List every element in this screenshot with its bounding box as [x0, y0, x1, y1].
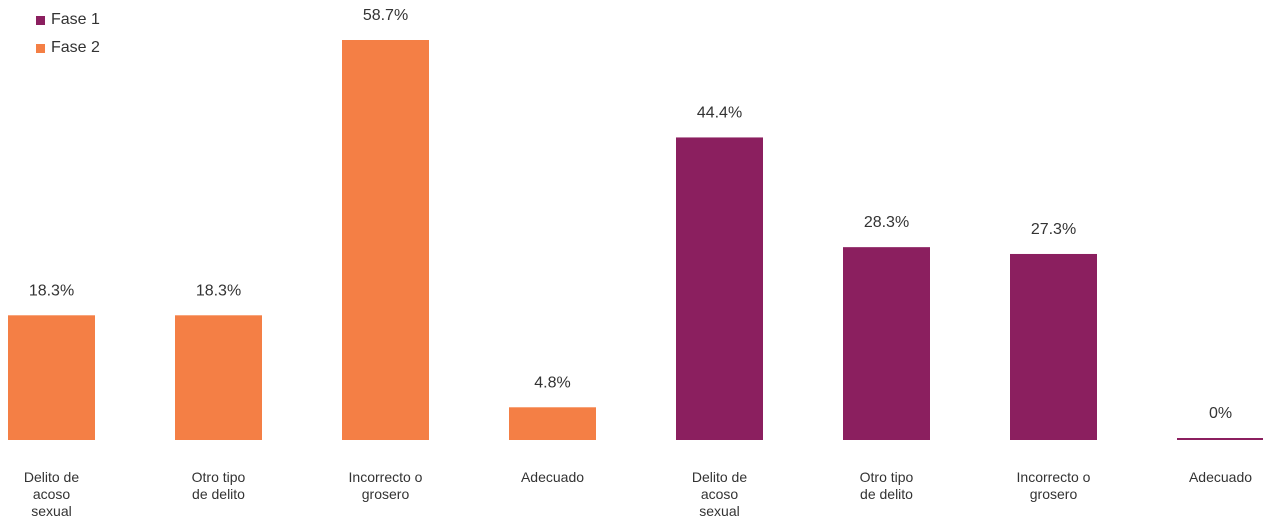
category-label-8: Adecuado — [1189, 469, 1252, 485]
data-label-4: 4.8% — [534, 374, 570, 391]
bar-1 — [8, 315, 95, 440]
bar-8 — [1177, 438, 1263, 440]
category-label-1: Delito de acoso sexual — [24, 469, 79, 519]
category-label-6: Otro tipo de delito — [860, 469, 914, 502]
category-label-3: Incorrecto o grosero — [349, 469, 423, 502]
category-label-2: Otro tipo de delito — [192, 469, 246, 502]
chart-legend: Fase 1 Fase 2 — [36, 6, 100, 62]
bar-7 — [1010, 253, 1097, 440]
legend-swatch-fase-2 — [36, 43, 45, 53]
bar-4 — [509, 407, 596, 440]
legend-item-fase-1: Fase 1 — [36, 6, 100, 34]
bar-3 — [342, 40, 429, 440]
legend-label-fase-1: Fase 1 — [51, 11, 100, 28]
data-label-8: 0% — [1209, 405, 1232, 422]
data-label-5: 44.4% — [697, 104, 742, 121]
legend-label-fase-2: Fase 2 — [51, 39, 100, 56]
bar-6 — [843, 247, 930, 440]
category-label-7: Incorrecto o grosero — [1017, 469, 1091, 502]
bar-5 — [676, 137, 763, 440]
legend-swatch-fase-1 — [36, 15, 45, 25]
data-label-7: 27.3% — [1031, 221, 1076, 238]
data-label-1: 18.3% — [29, 282, 74, 299]
legend-item-fase-2: Fase 2 — [36, 34, 100, 62]
category-label-5: Delito de acoso sexual — [692, 469, 747, 519]
category-label-4: Adecuado — [521, 469, 584, 485]
data-label-3: 58.7% — [363, 7, 408, 24]
bar-2 — [175, 315, 262, 440]
data-label-6: 28.3% — [864, 214, 909, 231]
data-label-2: 18.3% — [196, 282, 241, 299]
